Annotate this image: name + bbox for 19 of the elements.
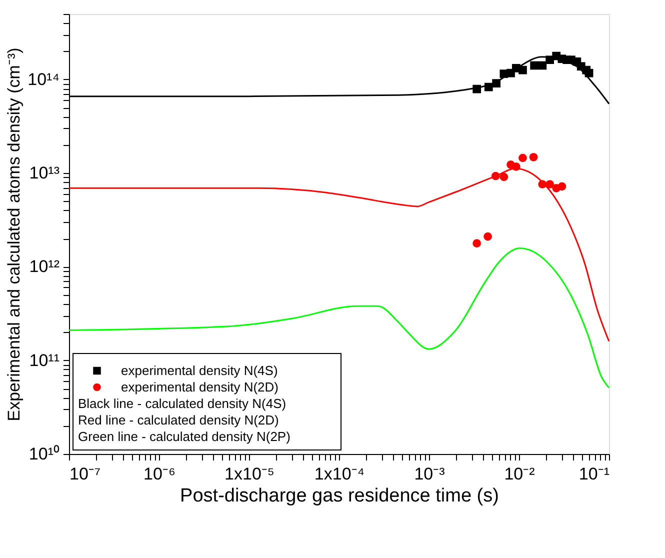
legend-label: experimental density N(4S) bbox=[121, 362, 278, 378]
y-axis-title: Experimental and calculated atoms density (cm⁻³) bbox=[4, 48, 24, 422]
x-tick-label: 10⁻⁶ bbox=[144, 464, 176, 484]
annotation: Red line - calculated density N(2D) bbox=[78, 412, 279, 428]
x-tick-label: 10⁻⁷ bbox=[70, 464, 101, 484]
x-tick-label: 1x10⁻⁴ bbox=[314, 464, 365, 484]
y-tick-label: 10¹³ bbox=[29, 164, 60, 183]
legend-label: experimental density N(2D) bbox=[121, 379, 279, 394]
y-tick-label: 10¹⁴ bbox=[28, 70, 60, 89]
x-tick-label: 1x10⁻⁵ bbox=[224, 464, 274, 484]
y-tick-label: 10¹⁰ bbox=[28, 444, 60, 464]
y-tick-label: 10¹² bbox=[29, 257, 60, 276]
annotation: Black line - calculated density N(4S) bbox=[78, 396, 286, 411]
x-axis-title: Post-discharge gas residence time (s) bbox=[180, 486, 499, 506]
annotation: Green line - calculated density N(2P) bbox=[78, 428, 290, 444]
x-tick-label: 10⁻¹ bbox=[578, 464, 610, 484]
x-tick-label: 10⁻² bbox=[504, 464, 536, 484]
y-tick-label: 10¹¹ bbox=[29, 350, 60, 370]
x-tick-label: 10⁻³ bbox=[414, 464, 446, 484]
